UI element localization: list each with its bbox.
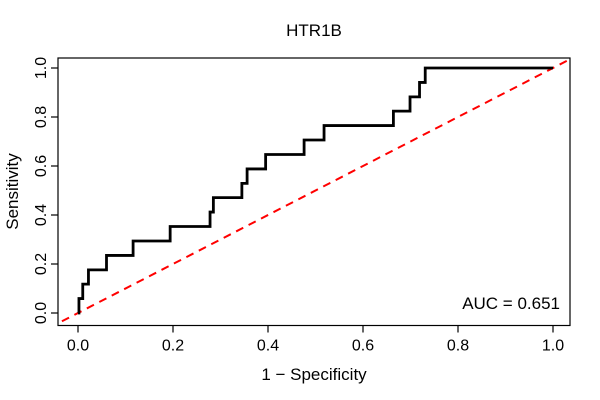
x-tick-label: 0.4 [257, 338, 279, 355]
x-tick-label: 0.2 [162, 338, 184, 355]
y-axis: 0.0 0.2 0.4 0.6 0.8 1.0 [33, 57, 58, 324]
y-tick-label: 0.8 [33, 106, 50, 128]
y-axis-label: Sensitivity [3, 153, 22, 230]
y-tick-label: 0.0 [33, 302, 50, 324]
y-tick-label: 0.4 [33, 204, 50, 226]
auc-annotation: AUC = 0.651 [462, 294, 560, 313]
x-axis-label: 1 − Specificity [261, 365, 367, 384]
x-tick-label: 0.6 [352, 338, 374, 355]
x-tick-label: 0.8 [447, 338, 469, 355]
x-axis: 0.0 0.2 0.4 0.6 0.8 1.0 [67, 325, 564, 355]
plot-border [57, 57, 571, 327]
x-tick-label: 0.0 [67, 338, 89, 355]
plot-title: HTR1B [286, 21, 342, 40]
y-tick-label: 0.2 [33, 253, 50, 275]
chance-diagonal-line [58, 58, 570, 325]
y-tick-label: 1.0 [33, 57, 50, 79]
roc-curve [77, 66, 553, 315]
y-tick-label: 0.6 [33, 155, 50, 177]
x-tick-label: 1.0 [542, 338, 564, 355]
